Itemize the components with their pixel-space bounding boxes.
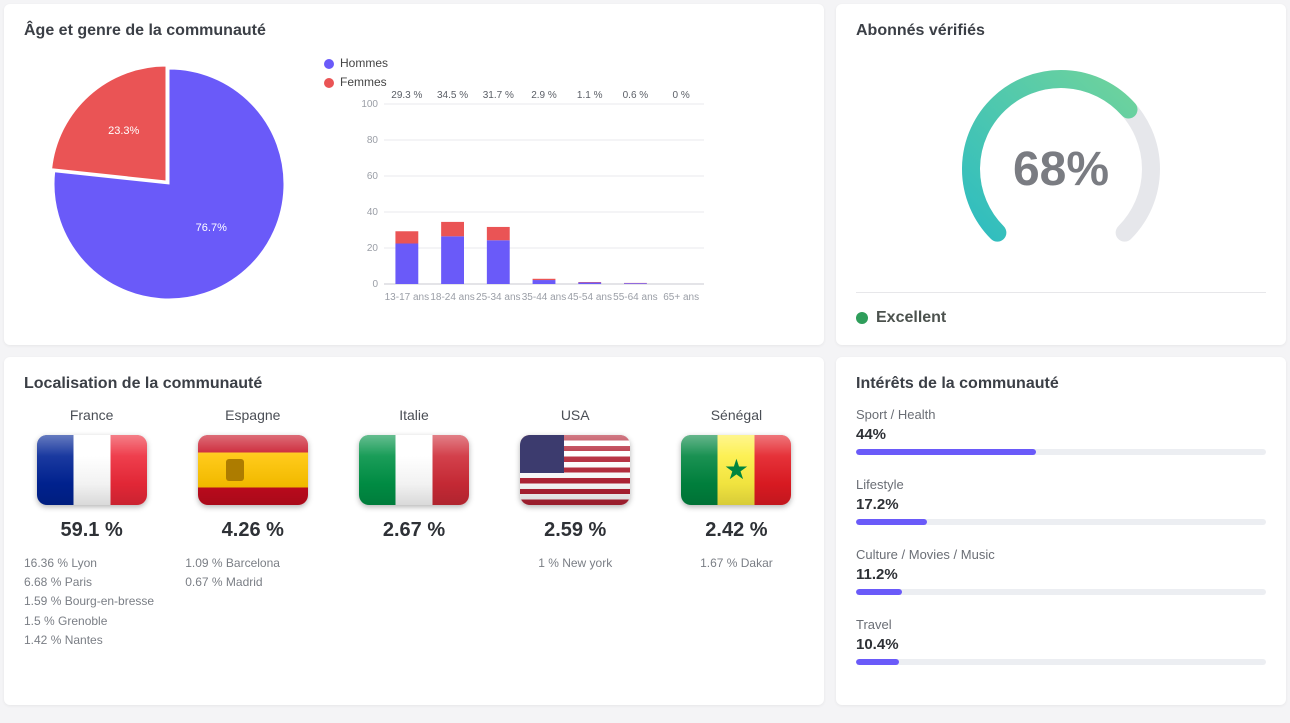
interest-label: Culture / Movies / Music — [856, 547, 1266, 562]
interest-percent: 11.2% — [856, 566, 1266, 583]
svg-text:40: 40 — [367, 207, 379, 218]
city-item: 1.5 % Grenoble — [24, 612, 154, 631]
country-name: Italie — [399, 407, 429, 423]
svg-text:31.7 %: 31.7 % — [483, 90, 514, 101]
gender-legend: HommesFemmes — [324, 54, 388, 92]
interest-label: Travel — [856, 617, 1266, 632]
legend-dot-icon — [324, 78, 334, 88]
svg-text:60: 60 — [367, 171, 379, 182]
flag-icon — [198, 435, 308, 505]
svg-text:34.5 %: 34.5 % — [437, 90, 468, 101]
legend-label: Femmes — [340, 73, 387, 92]
country-name: USA — [561, 407, 590, 423]
location-country: Espagne 4.26 % 1.09 % Barcelona0.67 % Madr… — [185, 407, 320, 650]
interest-percent: 44% — [856, 426, 1266, 443]
flag-icon — [359, 435, 469, 505]
city-item: 6.68 % Paris — [24, 573, 154, 592]
city-list: 16.36 % Lyon6.68 % Paris1.59 % Bourg-en-… — [24, 554, 154, 650]
country-name: France — [70, 407, 114, 423]
city-item: 1.09 % Barcelona — [185, 554, 280, 573]
verified-percent: 68% — [1013, 142, 1109, 197]
verified-status-label: Excellent — [876, 309, 946, 327]
svg-text:35-44 ans: 35-44 ans — [522, 292, 566, 303]
interest-bar — [856, 449, 1266, 455]
svg-text:65+ ans: 65+ ans — [663, 292, 699, 303]
svg-text:23.3%: 23.3% — [108, 125, 139, 137]
interests-card: Intérêts de la communauté Sport / Health… — [836, 357, 1286, 705]
legend-item: Femmes — [324, 73, 388, 92]
svg-text:13-17 ans: 13-17 ans — [385, 292, 429, 303]
svg-text:55-64 ans: 55-64 ans — [613, 292, 657, 303]
location-country: USA 2.59 % 1 % New york — [508, 407, 643, 650]
svg-text:0.6 %: 0.6 % — [623, 90, 649, 101]
svg-text:80: 80 — [367, 135, 379, 146]
legend-label: Hommes — [340, 54, 388, 73]
age-gender-card: Âge et genre de la communauté 76.7% 23.3%… — [4, 4, 824, 345]
interest-item: Travel 10.4% — [856, 617, 1266, 665]
interest-bar — [856, 589, 1266, 595]
verified-gauge: 68% — [856, 54, 1266, 284]
interest-item: Lifestyle 17.2% — [856, 477, 1266, 525]
interest-label: Lifestyle — [856, 477, 1266, 492]
verified-title: Abonnés vérifiés — [856, 22, 1266, 40]
city-item: 1.59 % Bourg-en-bresse — [24, 592, 154, 611]
flag-icon: ★ — [681, 435, 791, 505]
location-country: Italie 2.67 % — [346, 407, 481, 650]
country-name: Espagne — [225, 407, 280, 423]
flag-icon — [37, 435, 147, 505]
interest-label: Sport / Health — [856, 407, 1266, 422]
city-item: 0.67 % Madrid — [185, 573, 280, 592]
city-list: 1.09 % Barcelona0.67 % Madrid — [185, 554, 280, 592]
svg-text:0: 0 — [372, 279, 378, 290]
city-item: 1.42 % Nantes — [24, 631, 154, 650]
svg-text:45-54 ans: 45-54 ans — [567, 292, 611, 303]
svg-text:1.1 %: 1.1 % — [577, 90, 603, 101]
country-percent: 2.59 % — [544, 519, 606, 542]
location-card: Localisation de la communauté France 59.1… — [4, 357, 824, 705]
age-bar-chart: 0 20 40 60 80 100 13-17 ans 29.3 % 18-24 ans 34.5… — [344, 54, 804, 319]
country-percent: 59.1 % — [60, 519, 122, 542]
interest-percent: 10.4% — [856, 636, 1266, 653]
city-item: 1.67 % Dakar — [700, 554, 773, 573]
age-gender-title: Âge et genre de la communauté — [24, 22, 804, 40]
status-dot-icon — [856, 312, 868, 324]
city-item: 16.36 % Lyon — [24, 554, 154, 573]
location-country: Sénégal ★ 2.42 % 1.67 % Dakar — [669, 407, 804, 650]
svg-text:20: 20 — [367, 243, 379, 254]
svg-text:18-24 ans: 18-24 ans — [430, 292, 474, 303]
legend-dot-icon — [324, 59, 334, 69]
city-list: 1.67 % Dakar — [700, 554, 773, 573]
svg-text:25-34 ans: 25-34 ans — [476, 292, 520, 303]
country-percent: 2.67 % — [383, 519, 445, 542]
svg-text:2.9 %: 2.9 % — [531, 90, 557, 101]
city-list: 1 % New york — [538, 554, 612, 573]
svg-text:29.3 %: 29.3 % — [391, 90, 422, 101]
svg-text:0 %: 0 % — [673, 90, 690, 101]
legend-item: Hommes — [324, 54, 388, 73]
svg-text:76.7%: 76.7% — [196, 222, 227, 234]
svg-text:100: 100 — [361, 99, 378, 110]
gender-pie: 76.7% 23.3% — [24, 54, 314, 314]
interest-item: Culture / Movies / Music 11.2% — [856, 547, 1266, 595]
interests-title: Intérêts de la communauté — [856, 375, 1266, 393]
country-name: Sénégal — [711, 407, 762, 423]
country-percent: 2.42 % — [705, 519, 767, 542]
verified-card: Abonnés vérifiés 68% Excellent — [836, 4, 1286, 345]
verified-status: Excellent — [856, 292, 1266, 327]
interest-item: Sport / Health 44% — [856, 407, 1266, 455]
interest-bar — [856, 519, 1266, 525]
country-percent: 4.26 % — [222, 519, 284, 542]
location-country: France 59.1 % 16.36 % Lyon6.68 % Paris1.59… — [24, 407, 159, 650]
location-title: Localisation de la communauté — [24, 375, 804, 393]
interest-percent: 17.2% — [856, 496, 1266, 513]
flag-icon — [520, 435, 630, 505]
city-item: 1 % New york — [538, 554, 612, 573]
interest-bar — [856, 659, 1266, 665]
